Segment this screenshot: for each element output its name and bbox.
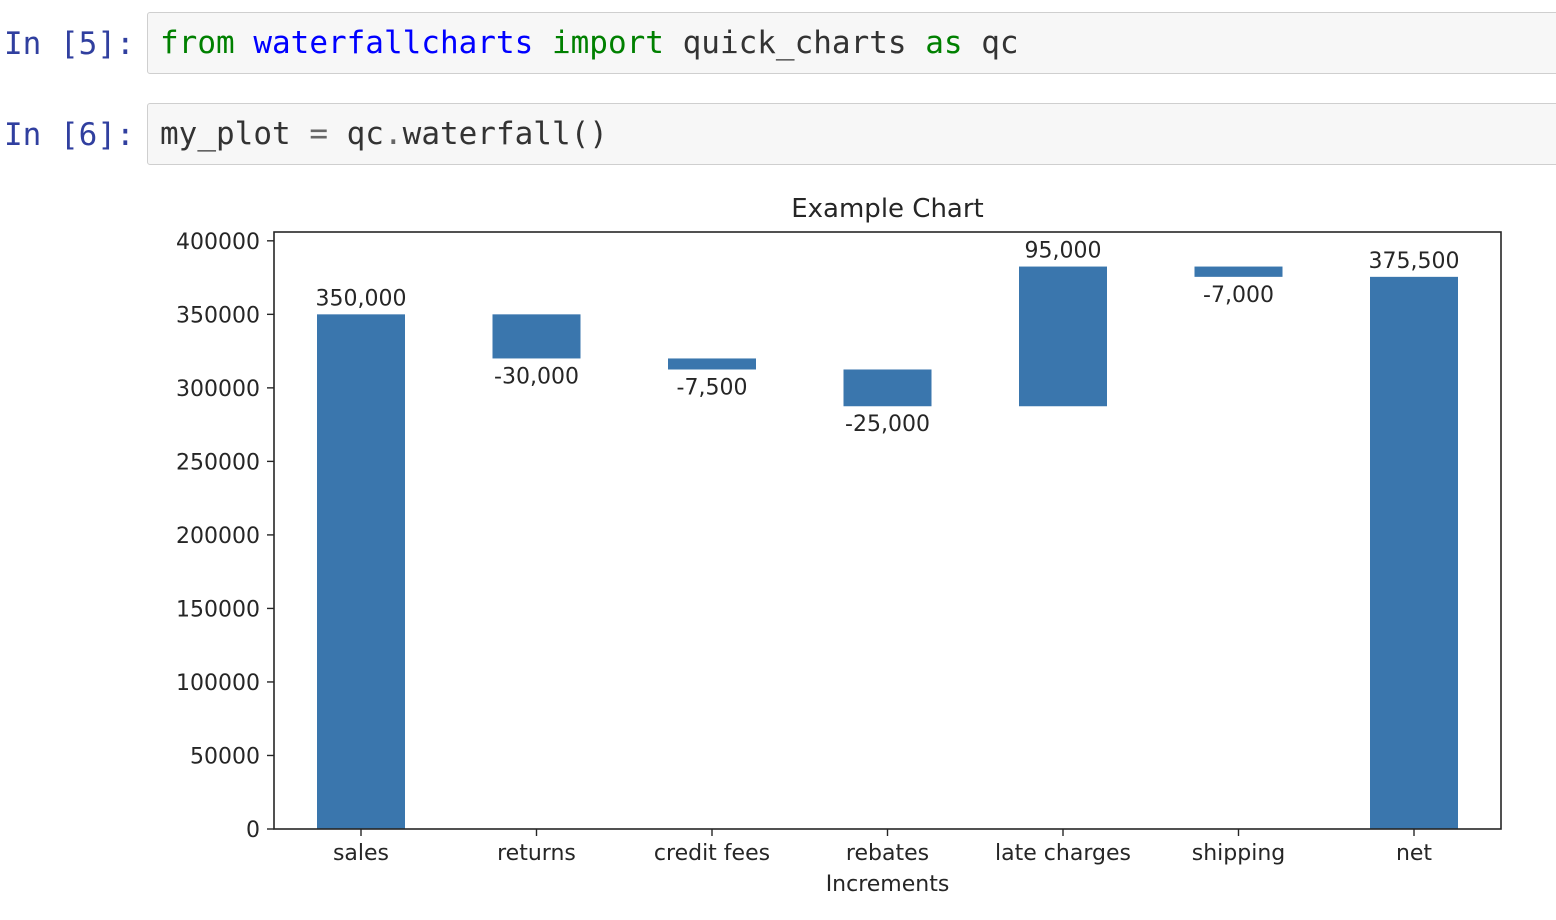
- code-input-area[interactable]: from waterfallcharts import quick_charts…: [147, 12, 1556, 74]
- code-token: [235, 25, 254, 61]
- x-tick-label: net: [1396, 841, 1432, 866]
- bar-late-charges: [1019, 266, 1107, 407]
- y-axis: 0 50000 100000 150000 200000 250000 300000 3500…: [176, 230, 274, 843]
- y-tick-label: 400000: [176, 230, 260, 255]
- x-axis-label: Increments: [826, 872, 950, 897]
- data-labels-layer: 350,000 -30,000 -7,500 -25,000 95,000 -7,000 3…: [316, 239, 1460, 438]
- y-tick-label: 300000: [176, 377, 260, 402]
- plot-frame: [273, 231, 1502, 830]
- code-line[interactable]: from waterfallcharts import quick_charts…: [160, 13, 1019, 73]
- bar-sales: [317, 314, 405, 829]
- code-token: my_plot: [160, 116, 310, 152]
- x-tick-label: late charges: [995, 841, 1131, 866]
- code-token: from: [160, 25, 235, 61]
- y-tick-label: 250000: [176, 450, 260, 475]
- data-label: -7,500: [677, 375, 748, 400]
- data-label: -7,000: [1203, 283, 1274, 308]
- code-token: =: [309, 116, 328, 152]
- code-token: waterfallcharts: [253, 25, 534, 61]
- x-tick-label: sales: [333, 841, 389, 866]
- data-label: -30,000: [494, 364, 579, 389]
- y-tick-label: 350000: [176, 303, 260, 328]
- y-tick-label: 150000: [176, 597, 260, 622]
- bar-rebates: [843, 369, 932, 407]
- code-token: import: [551, 25, 664, 61]
- y-tick-label: 50000: [190, 744, 260, 769]
- code-token: as: [925, 25, 963, 61]
- code-token: .: [383, 116, 403, 152]
- bar-credit-fees: [668, 358, 756, 370]
- bar-returns: [492, 314, 581, 359]
- input-prompt: In [5]:: [4, 26, 135, 62]
- y-tick-label: 0: [246, 818, 260, 843]
- x-tick-label: shipping: [1192, 841, 1285, 866]
- code-token: [533, 25, 552, 61]
- data-label: 350,000: [316, 286, 407, 311]
- y-tick-label: 200000: [176, 524, 260, 549]
- bar-net: [1370, 276, 1458, 829]
- data-label: -25,000: [845, 412, 930, 437]
- y-tick-label: 100000: [176, 671, 260, 696]
- waterfall-chart: Example Chart 350,000 -30,000 -7,500 -25,00…: [176, 194, 1502, 897]
- data-label: 95,000: [1025, 239, 1102, 264]
- code-token: qc: [962, 25, 1019, 61]
- code-token: qc: [327, 116, 384, 152]
- bars-layer: [317, 266, 1458, 829]
- chart-title: Example Chart: [791, 194, 984, 224]
- code-token: quick_charts: [663, 25, 926, 61]
- bar-shipping: [1194, 266, 1283, 277]
- code-input-area[interactable]: my_plot = qc.waterfall(): [147, 103, 1556, 165]
- x-tick-label: returns: [497, 841, 576, 866]
- code-line[interactable]: my_plot = qc.waterfall(): [160, 104, 608, 164]
- x-tick-label: credit fees: [654, 841, 770, 866]
- code-token: waterfall(): [402, 116, 608, 152]
- data-label: 375,500: [1369, 249, 1460, 274]
- input-prompt: In [6]:: [4, 117, 135, 153]
- x-axis: sales returns credit fees rebates late charg…: [333, 829, 1432, 866]
- x-tick-label: rebates: [846, 841, 929, 866]
